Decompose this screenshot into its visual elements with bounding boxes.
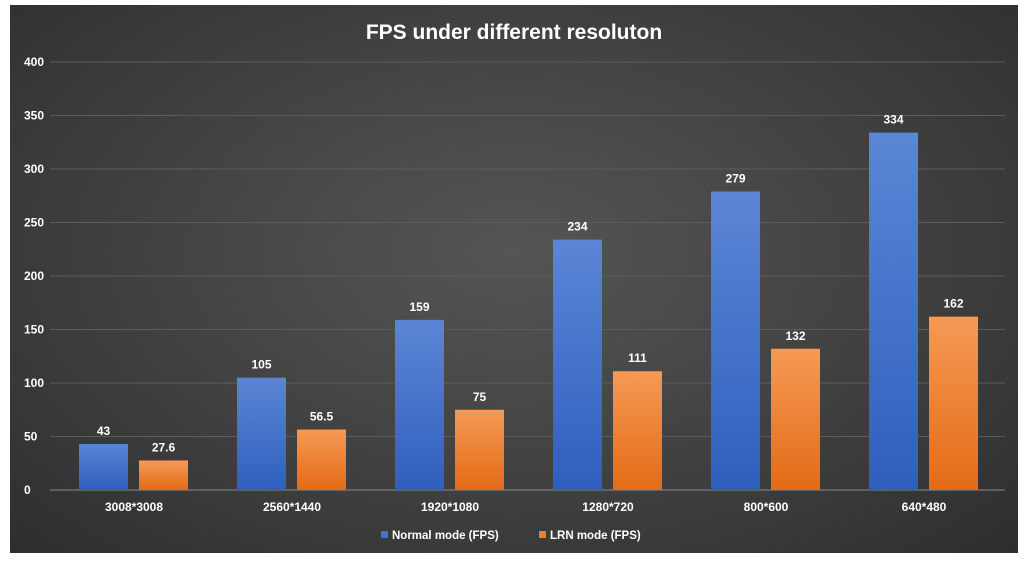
data-label: 27.6 <box>152 440 176 454</box>
x-tick-label: 800*600 <box>744 500 789 514</box>
y-tick-label: 400 <box>24 55 44 69</box>
data-label: 75 <box>473 390 487 404</box>
y-tick-label: 100 <box>24 376 44 390</box>
data-label: 334 <box>883 113 903 127</box>
y-tick-label: 300 <box>24 162 44 176</box>
y-tick-label: 50 <box>24 430 38 444</box>
data-label: 162 <box>943 297 963 311</box>
legend-swatch <box>539 531 546 538</box>
data-label: 159 <box>409 300 429 314</box>
y-tick-label: 150 <box>24 323 44 337</box>
y-tick-label: 200 <box>24 269 44 283</box>
lrn-mode-bar <box>771 348 820 490</box>
x-tick-label: 640*480 <box>902 500 947 514</box>
x-tick-label: 3008*3008 <box>105 500 163 514</box>
x-tick-label: 1920*1080 <box>421 500 479 514</box>
lrn-mode-bar <box>139 460 188 490</box>
lrn-mode-bar <box>455 409 504 490</box>
data-label: 279 <box>725 171 745 185</box>
normal-mode-bar <box>711 191 760 490</box>
data-label: 56.5 <box>310 410 334 424</box>
y-tick-label: 250 <box>24 216 44 230</box>
legend-swatch <box>381 531 388 538</box>
lrn-mode-bar <box>929 316 978 490</box>
normal-mode-bar <box>869 132 918 490</box>
legend-label: LRN mode (FPS) <box>550 530 641 542</box>
data-label: 132 <box>785 329 805 343</box>
data-label: 43 <box>97 424 111 438</box>
normal-mode-bar <box>553 239 602 490</box>
y-tick-label: 350 <box>24 109 44 123</box>
normal-mode-bar <box>395 319 444 490</box>
lrn-mode-bar <box>613 371 662 490</box>
chart-title: FPS under different resoluton <box>366 21 662 44</box>
data-label: 111 <box>628 351 647 365</box>
x-tick-label: 1280*720 <box>582 500 634 514</box>
data-label: 234 <box>567 220 587 234</box>
y-tick-label: 0 <box>24 483 31 497</box>
x-tick-label: 2560*1440 <box>263 500 321 514</box>
normal-mode-bar <box>79 443 128 490</box>
normal-mode-bar <box>237 377 286 490</box>
lrn-mode-bar <box>297 429 346 490</box>
legend-label: Normal mode (FPS) <box>392 530 499 542</box>
data-label: 105 <box>251 358 271 372</box>
